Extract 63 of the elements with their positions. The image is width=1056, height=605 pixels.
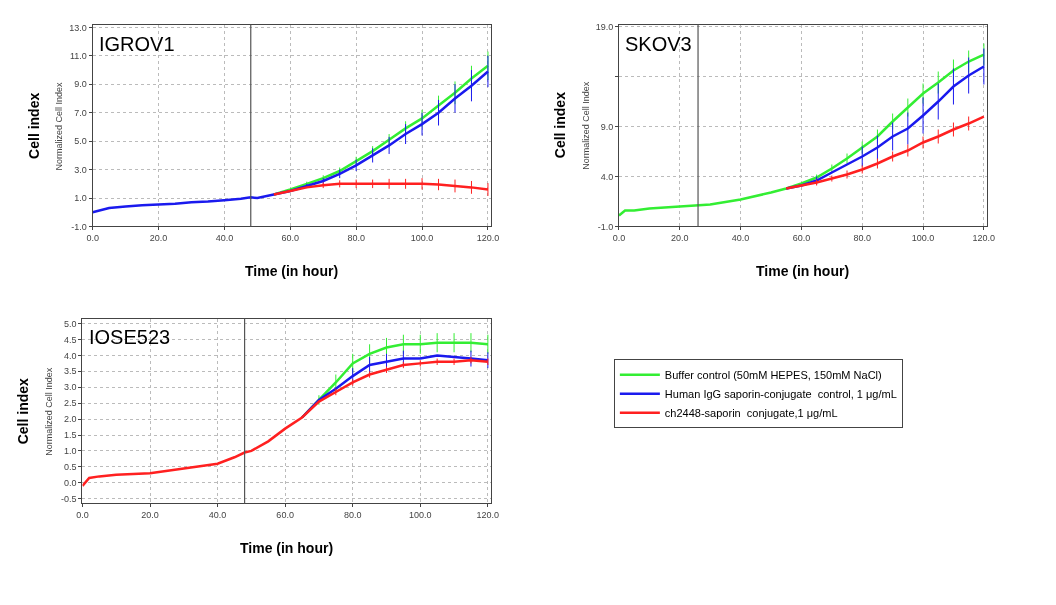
x-tick-label: 100.0 [911,233,935,244]
x-tick-label: 80.0 [853,233,871,244]
y-tick-label: 9.0 [74,79,87,90]
chart-title: SKOV3 [625,33,692,55]
x-tick-label: 120.0 [476,233,500,244]
x-tick-label: 40.0 [731,233,750,244]
x-axis-title: Time (in hour) [245,263,339,279]
legend-label: ch2448-saporin conjugate,1 μg/mL [664,407,838,420]
x-tick-label: 0.0 [612,233,626,244]
y-tick-label: 3.0 [74,164,87,175]
y-tick-label: -1.0 [71,221,87,232]
y-tick-label: 3.5 [64,366,77,377]
x-tick-label: 120.0 [972,233,996,244]
text: Normalized Cell Index [43,367,54,456]
y-tick-label: 3.0 [64,382,77,393]
y-tick-label: 1.5 [64,430,77,441]
legend-label: Human IgG saporin-conjugate control, 1 μg/mL [664,388,897,401]
x-tick-label: 60.0 [792,233,811,244]
x-axis-title: Time (in hour) [240,540,334,556]
x-tick-label: 0.0 [86,233,99,244]
x-tick-label: 80.0 [347,233,365,244]
x-tick-label: 100.0 [409,510,432,521]
chart-title: IGROV1 [99,33,175,55]
y-tick-label: 19.0 [595,21,614,32]
legend-label: Buffer control (50mM HEPES, 150mM NaCl) [664,369,882,382]
y-tick-label: -0.5 [61,493,77,504]
y-tick-label: 4.0 [600,171,614,182]
y-tick-label: 0.0 [64,477,77,488]
y-tick-label: 4.5 [64,334,77,345]
y-axis-title: Cell index [25,92,42,159]
x-tick-label: 100.0 [410,233,434,244]
x-tick-label: 40.0 [208,510,227,521]
line-series [784,115,986,190]
line-series [82,358,490,488]
text: Normalized Cell Index [580,81,591,170]
y-tick-label: 5.0 [74,136,87,147]
line-series [618,53,986,217]
x-tick-label: 80.0 [343,510,362,521]
x-tick-label: 20.0 [671,233,689,244]
y-tick-label: 11.0 [69,50,87,61]
y-tick-label: 7.0 [74,107,87,118]
y-tick-label: 4.0 [64,350,77,361]
y-axis-title: Cell index [15,377,32,445]
y-tick-label: -1.0 [597,221,614,232]
text: Normalized Cell Index [54,81,65,171]
y-tick-label: 9.0 [600,121,614,132]
x-tick-label: 40.0 [215,233,234,244]
y-tick-label: 1.0 [64,446,77,457]
x-tick-label: 120.0 [476,510,500,521]
line-series [272,182,490,196]
y-tick-label: 2.0 [64,414,77,425]
x-tick-label: 60.0 [281,233,300,244]
x-tick-label: 20.0 [149,233,168,244]
chart-title: IOSE523 [89,326,171,348]
y-tick-label: 13.0 [69,22,87,33]
y-tick-label: 2.5 [64,398,77,409]
y-tick-label: 1.0 [74,193,87,204]
x-axis-title: Time (in hour) [756,263,850,279]
y-tick-label: 5.0 [64,318,77,329]
y-axis-title: Cell index [552,91,569,159]
x-tick-label: 60.0 [276,510,294,521]
x-tick-label: 20.0 [141,510,159,521]
y-tick-label: 0.5 [64,461,77,472]
